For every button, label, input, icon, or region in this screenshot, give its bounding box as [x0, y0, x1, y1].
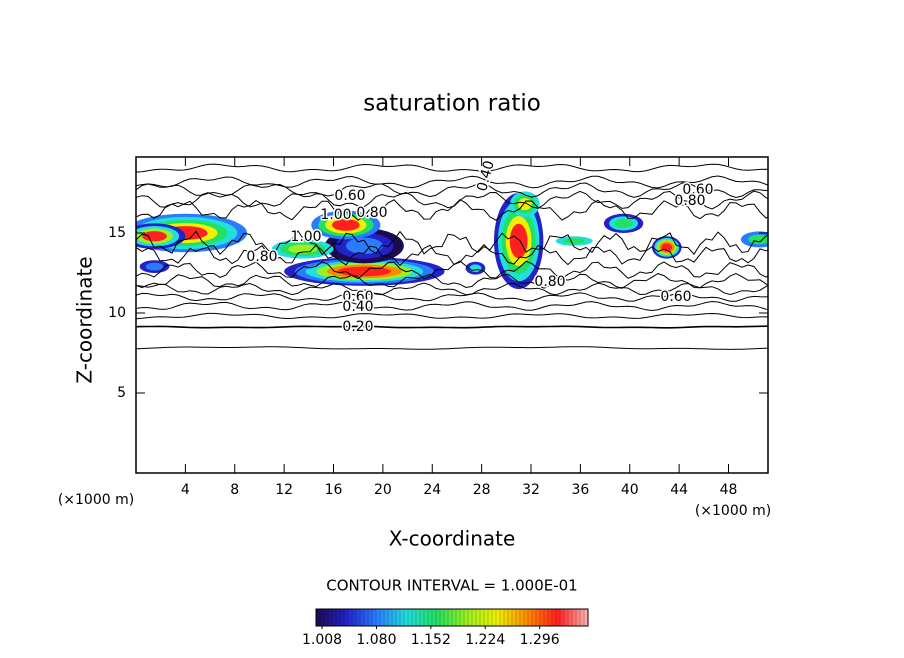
x-tick-label: 40	[621, 482, 639, 498]
colorbar-tick-label: 1.296	[520, 632, 560, 648]
contour-line	[136, 230, 768, 256]
contour-line	[136, 346, 768, 350]
colorbar-tick-label: 1.152	[411, 632, 451, 648]
x-tick-label: 28	[473, 482, 491, 498]
x-tick-label: 4	[181, 482, 190, 498]
x-tick-label: 8	[230, 482, 239, 498]
contour-label: 0.80	[246, 249, 277, 265]
shaded-region	[563, 238, 586, 244]
y-axis-label: Z-coordinate	[73, 256, 97, 383]
contour-line	[136, 273, 768, 289]
contour-label: 0.40	[474, 159, 498, 193]
colorbar-tick-label: 1.008	[302, 632, 342, 648]
y-tick-label: 15	[108, 225, 126, 241]
contour-line	[136, 282, 768, 296]
contour-label: 0.80	[674, 193, 705, 209]
shaded-region	[145, 262, 164, 271]
contour-label: 0.40	[342, 299, 373, 315]
x-tick-label: 36	[571, 482, 589, 498]
contour-label: 0.80	[356, 205, 387, 221]
shaded-region	[748, 234, 768, 245]
shaded-region	[614, 218, 633, 228]
colorbar-tick-label: 1.080	[356, 632, 396, 648]
x-tick-label: 44	[670, 482, 688, 498]
contour-label: 0.60	[682, 182, 713, 198]
x-tick-label: 24	[423, 482, 441, 498]
contour-line	[136, 163, 768, 173]
contour-line	[136, 325, 768, 329]
shaded-region	[469, 264, 482, 273]
y-tick-label: 5	[117, 385, 126, 401]
shaded-region	[345, 237, 383, 255]
x-tick-label: 48	[720, 482, 738, 498]
contour-line	[136, 260, 768, 280]
shaded-region	[332, 219, 360, 231]
x-tick-label: 32	[522, 482, 540, 498]
shaded-region	[337, 266, 392, 277]
x-tick-label: 20	[374, 482, 392, 498]
contour-line	[136, 198, 768, 221]
contour-label: 0.60	[334, 188, 365, 204]
contour-line	[136, 175, 768, 189]
contour-field: 0.601.00 0.800.40 0.600.801.000.800.600.40…	[136, 157, 768, 350]
contour-line	[136, 182, 768, 199]
contour-label: 1.00	[290, 229, 321, 245]
shaded-region	[509, 223, 528, 259]
contour-label: 0.20	[342, 319, 373, 335]
y-tick-label: 10	[108, 305, 126, 321]
plot-frame	[135, 156, 769, 474]
x-axis-label: X-coordinate	[389, 527, 516, 551]
contour-line	[136, 190, 768, 210]
contour-label: 1.00	[320, 207, 351, 223]
contour-label: 0.60	[342, 289, 373, 305]
x-unit-label: (×1000 m)	[695, 503, 771, 519]
contour-line	[136, 312, 768, 320]
x-unit-label: (×1000 m)	[58, 492, 134, 508]
x-tick-label: 12	[275, 482, 293, 498]
colorbar-tick-label: 1.224	[465, 632, 505, 648]
shaded-region	[142, 231, 167, 242]
contour-label: 0.60	[660, 289, 691, 305]
contour-line	[136, 300, 768, 312]
contour-interval: CONTOUR INTERVAL = 1.000E-01	[326, 577, 577, 595]
contour-line	[136, 243, 768, 267]
contour-line	[136, 292, 768, 302]
x-tick-label: 16	[325, 482, 343, 498]
chart-title: saturation ratio	[363, 91, 541, 117]
contour-label: 0.80	[534, 274, 565, 290]
